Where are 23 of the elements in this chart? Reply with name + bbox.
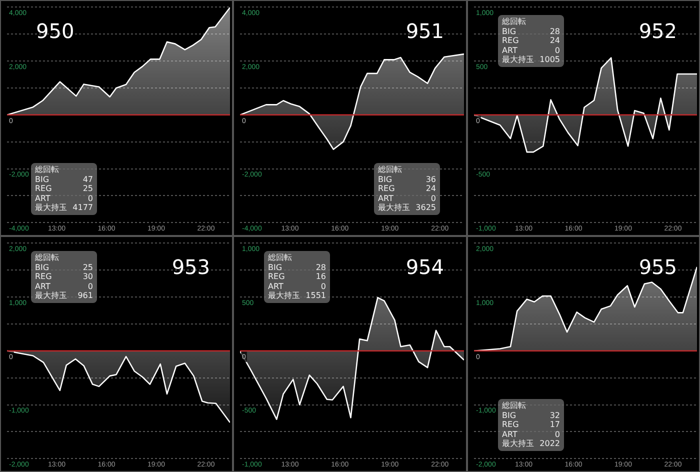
info-card: 総回転 BIG 47 REG 25 ART 0 最大持玉 4177 [31,163,97,214]
text: 951 [406,19,444,43]
info-card: 総回転 BIG 28 REG 24 ART 0 最大持玉 1005 [498,15,564,66]
annotation: 最大持玉 1005 [502,55,560,64]
annotation: 総回転 [35,253,59,262]
text: 952 [638,19,677,43]
annotation: 最大持玉 4177 [35,203,93,212]
info-card: 総回転 BIG 36 REG 24 ART 0 最大持玉 3625 [374,163,440,214]
annotation: 総回転 [502,401,526,410]
annotation: 最大持玉 1551 [268,291,326,300]
text: 950 [36,19,74,43]
info-card: 総回転 BIG 28 REG 16 ART 0 最大持玉 1551 [264,251,330,302]
annotation: 総回転 [378,165,402,174]
annotation: 総回転 [502,17,526,26]
text: 954 [406,255,444,279]
annotation: 総回転 [35,165,59,174]
text: 953 [172,255,210,279]
annotation: 最大持玉 2022 [502,439,560,448]
info-card: 総回転 BIG 25 REG 30 ART 0 最大持玉 961 [31,251,97,302]
info-card: 総回転 BIG 32 REG 17 ART 0 最大持玉 2022 [498,399,564,450]
annotation: 最大持玉 3625 [378,203,436,212]
text: 955 [638,255,677,279]
annotation: 総回転 [268,253,292,262]
